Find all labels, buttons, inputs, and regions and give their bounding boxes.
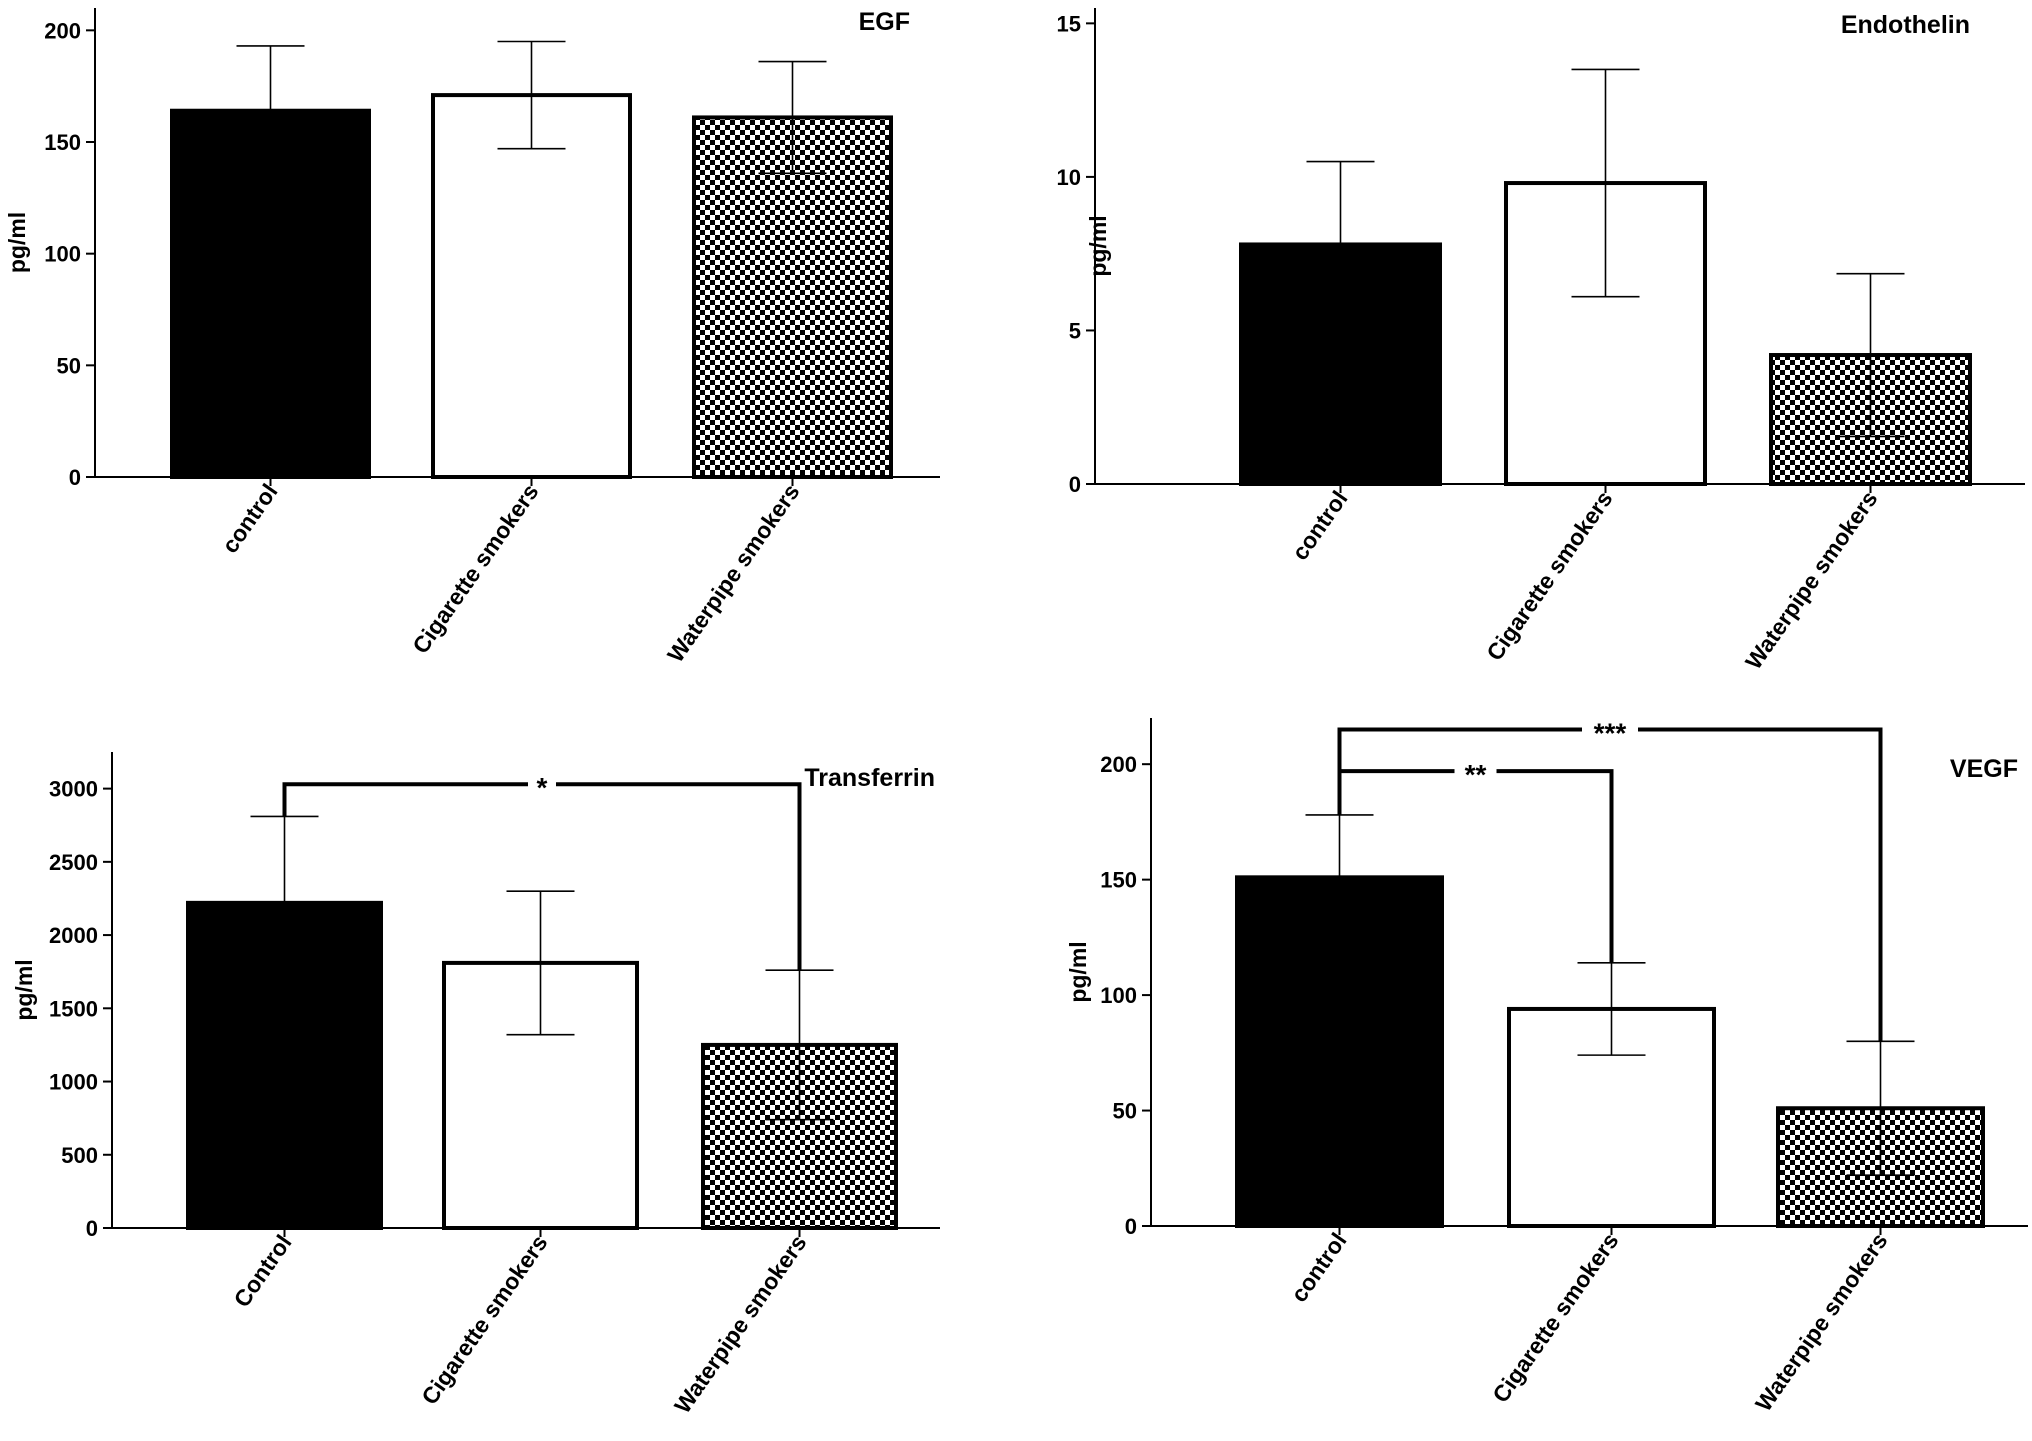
y-tick-label: 1000	[49, 1070, 98, 1095]
bar	[692, 115, 893, 480]
category-label: control	[1287, 486, 1353, 565]
y-tick-label: 100	[1100, 983, 1137, 1008]
chart-title: VEGF	[1950, 755, 2018, 783]
category-label: Cigarette smokers	[407, 479, 543, 658]
y-tick-label: 150	[1100, 868, 1137, 893]
category-label: control	[1286, 1228, 1352, 1307]
y-tick-label: 0	[1125, 1214, 1137, 1239]
y-tick-label: 100	[44, 242, 81, 267]
category-label: Waterpipe smokers	[669, 1230, 812, 1418]
y-tick-label: 50	[57, 353, 81, 378]
category-label: Waterpipe smokers	[1750, 1228, 1893, 1416]
y-tick-label: 15	[1057, 11, 1081, 36]
y-tick-label: 0	[86, 1216, 98, 1241]
significance-gap	[528, 770, 556, 799]
y-tick-label: 2000	[49, 923, 98, 948]
y-tick-label: 0	[1069, 472, 1081, 497]
chart-title: EGF	[859, 8, 910, 36]
egf-chart-panel: 0 50 100 150 200 pg/ml EGF control Cigarette smo…	[0, 0, 1000, 700]
y-tick-label: 150	[44, 130, 81, 155]
chart-title: Transferrin	[804, 764, 935, 792]
significance-label: **	[1465, 759, 1487, 790]
category-label: Cigarette smokers	[1487, 1228, 1623, 1407]
bar	[701, 1042, 898, 1230]
significance-label: ***	[1594, 718, 1627, 749]
y-axis-label: pg/ml	[1085, 215, 1111, 276]
category-label: Waterpipe smokers	[662, 479, 805, 667]
y-tick-label: 2500	[49, 850, 98, 875]
y-axis-label: pg/ml	[1065, 941, 1091, 1002]
category-label: Cigarette smokers	[1481, 486, 1617, 665]
category-label: Control	[228, 1230, 296, 1312]
transferrin-chart-panel: 0 500 1000 1500 2000 2500 3000 pg/ml Transferrin…	[0, 710, 1000, 1436]
egf-chart: 0 50 100 150 200 pg/ml EGF control Cigarette smo…	[4, 8, 940, 667]
category-label: Cigarette smokers	[416, 1230, 552, 1409]
chart-title: Endothelin	[1841, 11, 1970, 39]
y-axis-label: pg/ml	[4, 212, 30, 273]
vegf-chart: 0 50 100 150 200 pg/ml VEGF control Cigarette sm…	[1065, 715, 2028, 1416]
y-tick-label: 3000	[49, 777, 98, 802]
category-label: Waterpipe smokers	[1740, 486, 1883, 674]
y-tick-label: 0	[69, 465, 81, 490]
significance-gap	[1454, 757, 1497, 786]
significance-gap	[1582, 715, 1638, 744]
y-tick-label: 200	[44, 18, 81, 43]
vegf-chart-panel: 0 50 100 150 200 pg/ml VEGF control Cigarette sm…	[1040, 710, 2032, 1436]
y-axis-label: pg/ml	[11, 959, 37, 1020]
y-tick-label: 5	[1069, 318, 1081, 343]
y-tick-label: 10	[1057, 165, 1081, 190]
bar	[431, 93, 632, 479]
significance-label: *	[537, 772, 548, 803]
endothelin-chart-panel: 0 5 10 15 pg/ml Endothelin control Cigarette sm…	[1040, 0, 2032, 700]
transferrin-chart: 0 500 1000 1500 2000 2500 3000 pg/ml Transferrin…	[11, 752, 940, 1418]
y-tick-label: 200	[1100, 752, 1137, 777]
y-tick-label: 50	[1113, 1099, 1137, 1124]
y-tick-label: 1500	[49, 996, 98, 1021]
category-label: control	[217, 479, 283, 558]
endothelin-chart: 0 5 10 15 pg/ml Endothelin control Cigarette sm…	[1057, 8, 2025, 674]
y-tick-label: 500	[61, 1143, 98, 1168]
